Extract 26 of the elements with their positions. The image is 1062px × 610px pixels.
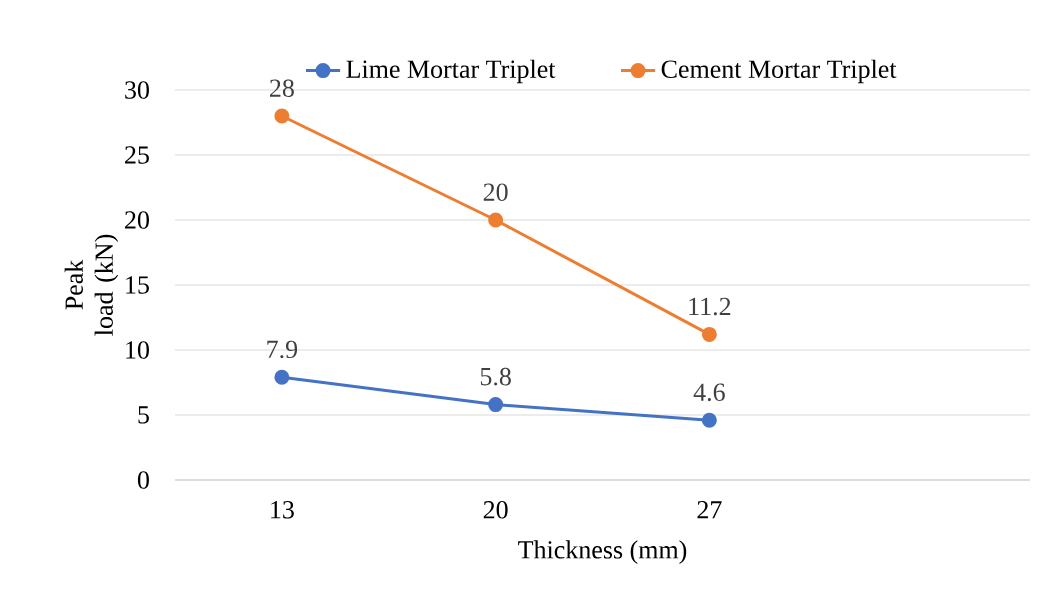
y-tick-label: 10	[126, 341, 149, 359]
x-tick-label: 20	[483, 501, 508, 519]
point	[701, 412, 717, 428]
y-tick-label: 0	[137, 471, 149, 489]
x-tick-label: 13	[271, 501, 294, 519]
data-label: 11.2	[689, 297, 731, 316]
y-tick-label: 25	[125, 146, 149, 164]
point	[701, 326, 717, 342]
data-label: 28	[270, 79, 294, 97]
data-label: 5.8	[480, 367, 511, 386]
y-axis-title: Peak load (kN)	[64, 234, 119, 336]
data-label: 7.9	[267, 340, 298, 359]
y-tick-label: 30	[125, 81, 149, 99]
legend-label: Cement Mortar Triplet	[661, 59, 897, 84]
data-label: 4.6	[693, 383, 725, 402]
point	[274, 369, 290, 385]
y-tick-label: 5	[138, 406, 149, 424]
point	[488, 397, 504, 413]
x-axis-title: Thickness (mm)	[518, 540, 687, 564]
data-label: 20	[483, 183, 508, 201]
y-tick-label: 20	[125, 211, 149, 229]
point	[274, 108, 290, 124]
x-tick-label: 27	[697, 501, 722, 519]
legend-label: Lime Mortar Triplet	[346, 59, 556, 84]
y-tick-label: 15	[126, 276, 149, 294]
point	[488, 212, 504, 228]
